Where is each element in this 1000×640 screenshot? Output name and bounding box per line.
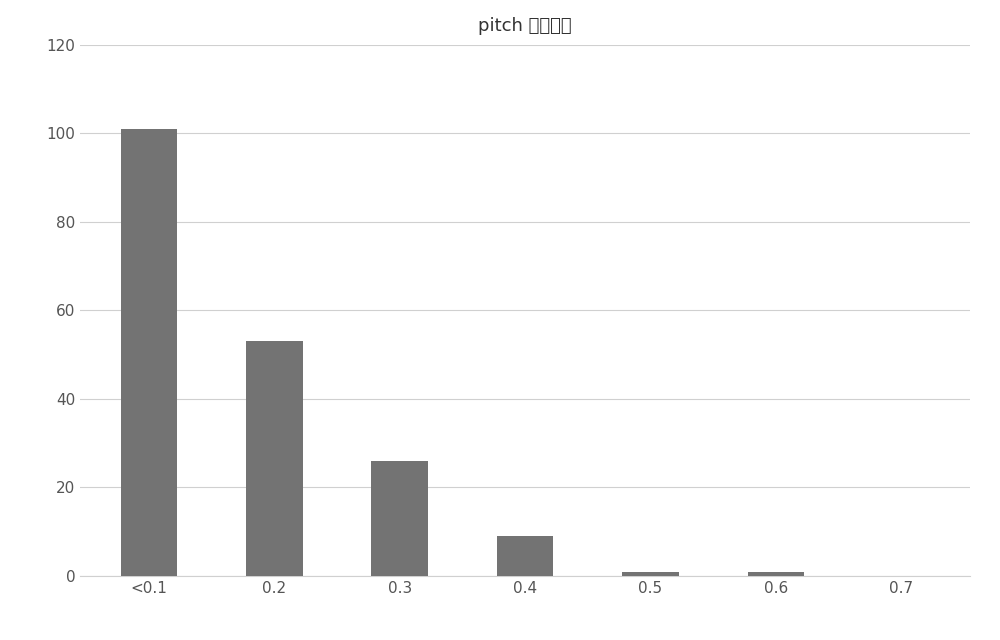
Bar — [121, 129, 177, 576]
Bar — [748, 572, 804, 576]
Bar — [371, 461, 428, 576]
Bar — [497, 536, 553, 576]
Bar — [246, 341, 302, 576]
Title: pitch 损失分布: pitch 损失分布 — [478, 17, 572, 35]
Bar — [622, 572, 679, 576]
